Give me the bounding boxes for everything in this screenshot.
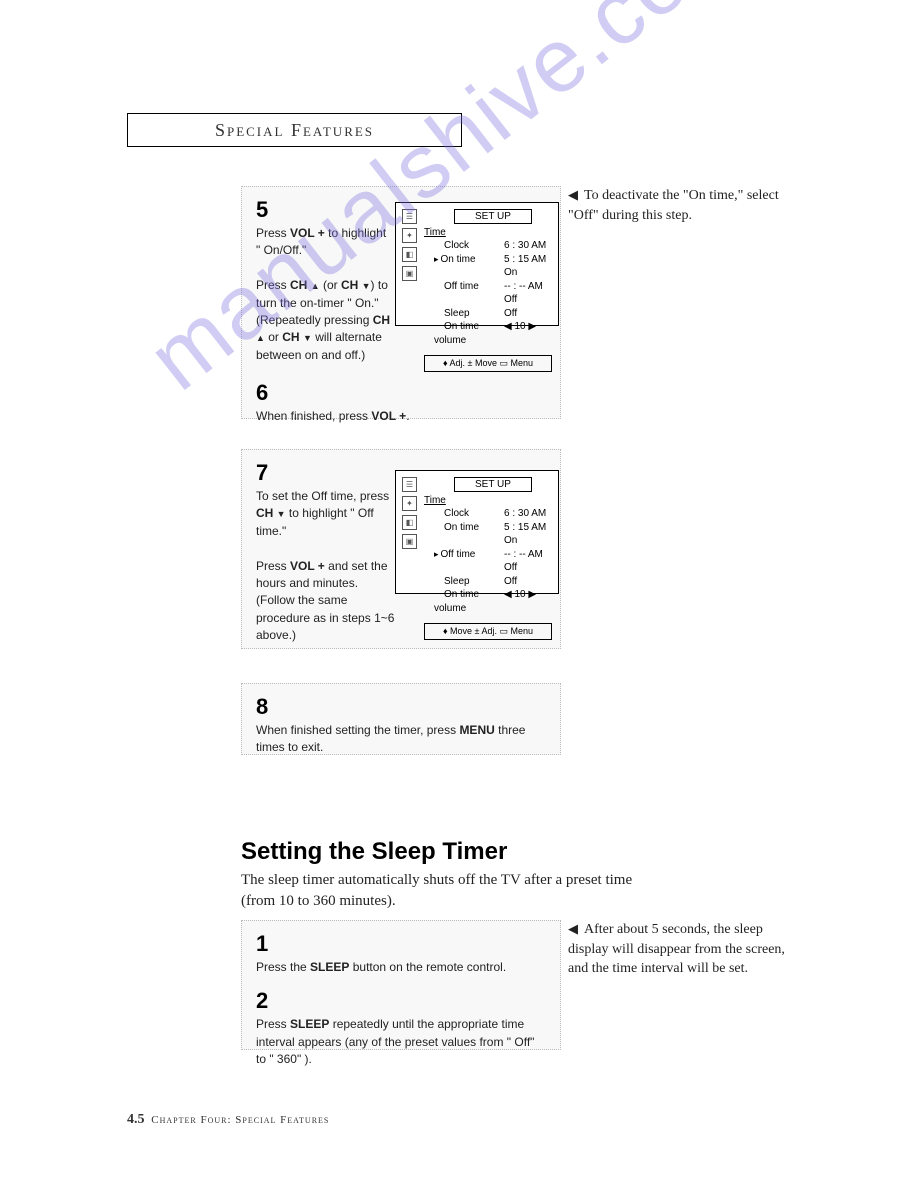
triangle-down-icon [303,330,312,344]
osd-subtitle: Time [424,227,552,238]
t: To set the Off time, press [256,489,389,503]
t: or [265,330,282,344]
note-text: After about 5 seconds, the sleep display… [568,922,785,976]
t: When finished, press [256,409,371,423]
t: CH [373,313,390,327]
t: CH [282,330,303,344]
sleep-step-2-num: 2 [256,990,546,1012]
t: Press [256,1017,290,1031]
osd-row: Clock6 : 30 AM [424,507,552,521]
osd-setup-2: ☰ ✦ ◧ ▣ SET UP Time Clock6 : 30 AMOn tim… [395,470,559,594]
page-footer: 4.5 Chapter Four: Special Features [127,1112,329,1128]
t: Press [256,278,290,292]
side-note-sleep: ◀After about 5 seconds, the sleep displa… [568,920,798,979]
section-heading-sleep-timer: Setting the Sleep Timer [241,838,507,866]
sleep-step-1-num: 1 [256,933,546,955]
step-6-num: 6 [256,382,546,404]
osd-icon: ▣ [402,266,417,281]
step-5-text: Press VOL + to highlight " On/Off." Pres… [256,225,391,364]
osd-icon: ✦ [402,228,417,243]
left-arrow-icon: ◀ [568,187,578,202]
page-number: 4.5 [127,1112,145,1127]
triangle-up-icon [311,278,320,292]
t: CH [341,278,362,292]
chapter-label: Chapter Four: Special Features [151,1114,329,1126]
osd-title: SET UP [454,209,532,224]
t: VOL + [290,559,325,573]
triangle-down-icon [277,506,286,520]
step-block-8: 8 When finished setting the timer, press… [241,683,561,755]
osd-rows: Clock6 : 30 AMOn time5 : 15 AM OnOff tim… [424,239,552,347]
triangle-down-icon [362,278,371,292]
osd-row: SleepOff [424,307,552,321]
osd-footer: ♦ Adj. ± Move ▭ Menu [424,355,552,372]
chapter-header: Special Features [127,113,462,147]
t: . [406,409,409,423]
t: VOL + [371,409,406,423]
osd-row: On time5 : 15 AM On [424,521,552,548]
step-7-text: To set the Off time, press CH to highlig… [256,488,396,645]
t: SLEEP [310,960,349,974]
t: VOL + [290,226,325,240]
sleep-step-1-text: Press the SLEEP button on the remote con… [256,959,546,976]
osd-row: Clock6 : 30 AM [424,239,552,253]
osd-rows: Clock6 : 30 AMOn time5 : 15 AM OnOff tim… [424,507,552,615]
osd-icon: ▣ [402,534,417,549]
osd-row: On time5 : 15 AM On [424,253,552,280]
section-intro: The sleep timer automatically shuts off … [241,870,641,912]
step-block-sleep: 1 Press the SLEEP button on the remote c… [241,920,561,1050]
t: (or [320,278,341,292]
step-6-text: When finished, press VOL +. [256,408,546,425]
osd-icon: ◧ [402,515,417,530]
t: Press the [256,960,310,974]
osd-icon: ☰ [402,477,417,492]
t: Press [256,559,290,573]
osd-icon: ◧ [402,247,417,262]
t: When finished setting the timer, press [256,723,459,737]
t: CH [290,278,311,292]
t: button on the remote control. [349,960,506,974]
note-text: To deactivate the "On time," select "Off… [568,188,779,223]
triangle-up-icon [256,330,265,344]
left-arrow-icon: ◀ [568,921,578,936]
t: MENU [459,723,494,737]
t: SLEEP [290,1017,329,1031]
osd-title: SET UP [454,477,532,492]
sleep-step-2-text: Press SLEEP repeatedly until the appropr… [256,1016,546,1068]
osd-icon: ☰ [402,209,417,224]
osd-row: On time volume◀ 10 ▶ [424,588,552,615]
osd-setup-1: ☰ ✦ ◧ ▣ SET UP Time Clock6 : 30 AMOn tim… [395,202,559,326]
osd-footer: ♦ Move ± Adj. ▭ Menu [424,623,552,640]
osd-row: On time volume◀ 10 ▶ [424,320,552,347]
step-8-num: 8 [256,696,546,718]
t: Press [256,226,290,240]
t: CH [256,506,277,520]
osd-row: SleepOff [424,575,552,589]
step-8-text: When finished setting the timer, press M… [256,722,546,757]
osd-subtitle: Time [424,495,552,506]
side-note-deactivate: ◀To deactivate the "On time," select "Of… [568,186,798,225]
osd-icon: ✦ [402,496,417,511]
osd-row: Off time-- : -- AM Off [424,280,552,307]
osd-row: Off time-- : -- AM Off [424,548,552,575]
